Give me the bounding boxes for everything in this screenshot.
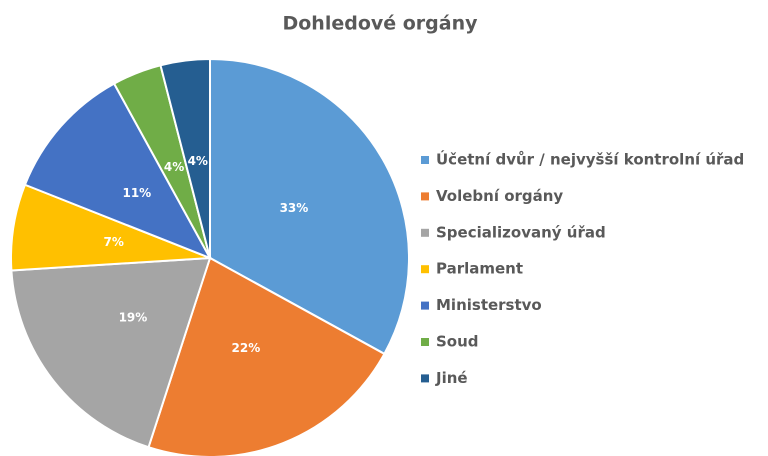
data-label: 7% [104,235,124,249]
legend-swatch [421,265,429,274]
legend-label: Jiné [435,369,468,387]
data-label: 11% [122,186,151,200]
legend-label: Ministerstvo [436,296,542,314]
chart-title: Dohledové orgány [282,13,478,35]
legend-swatch [421,156,429,164]
pie-slice [159,57,211,259]
pie-slice [209,57,410,356]
legend-label: Volební orgány [436,187,563,205]
data-label: 33% [280,201,309,215]
data-label: 4% [164,160,184,174]
legend-label: Specializovaný úřad [436,223,606,241]
data-label: 4% [188,154,208,168]
legend-swatch [421,192,429,201]
legend-label: Parlament [436,260,523,278]
pie-slice [10,256,212,449]
legend-swatch [421,301,429,310]
legend-swatch [421,374,429,383]
legend-label: Účetní dvůr / nejvyšší kontrolní úřad [436,150,744,169]
pie-slice [147,256,386,456]
data-label: 22% [232,341,261,355]
data-label: 19% [119,310,148,324]
legend-swatch [421,228,429,237]
legend-label: Soud [436,333,479,351]
legend-swatch [421,338,429,346]
pie-slice [23,82,213,260]
